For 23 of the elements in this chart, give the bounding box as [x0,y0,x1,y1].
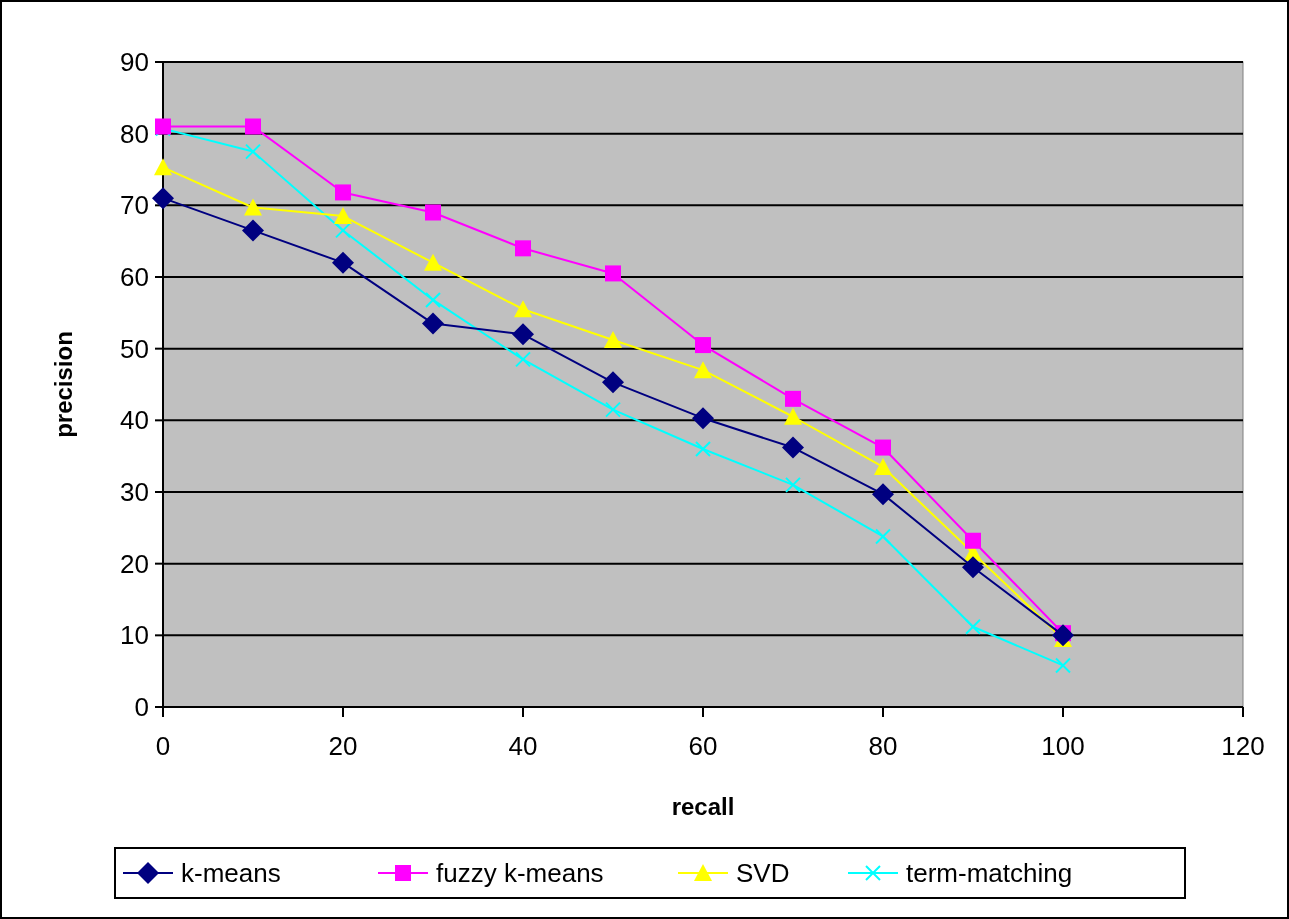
legend-label: SVD [736,858,790,889]
y-tick-label: 0 [134,692,149,723]
legend-label: term-matching [906,858,1073,889]
x-tick-label: 0 [155,731,171,761]
legend-label: k-means [181,858,281,889]
y-tick-label: 30 [120,477,149,508]
x-tick-label: 120 [1221,731,1265,761]
y-tick-label: 10 [120,620,149,651]
x-tick-label: 20 [328,731,358,761]
legend-label: fuzzy k-means [436,858,604,889]
x-tick-label: 40 [508,731,538,761]
y-tick-label: 20 [120,548,149,579]
y-tick-label: 40 [120,405,149,436]
y-tick-label: 90 [120,47,149,78]
y-axis-title: precision [50,331,77,438]
y-tick-label: 50 [120,333,149,364]
y-tick-label: 60 [120,262,149,293]
x-tick-label: 100 [1041,731,1085,761]
x-tick-label: 60 [688,731,718,761]
x-axis-title: recall [671,793,735,820]
y-tick-label: 80 [120,118,149,149]
y-tick-label: 70 [120,190,149,221]
x-tick-label: 80 [868,731,898,761]
